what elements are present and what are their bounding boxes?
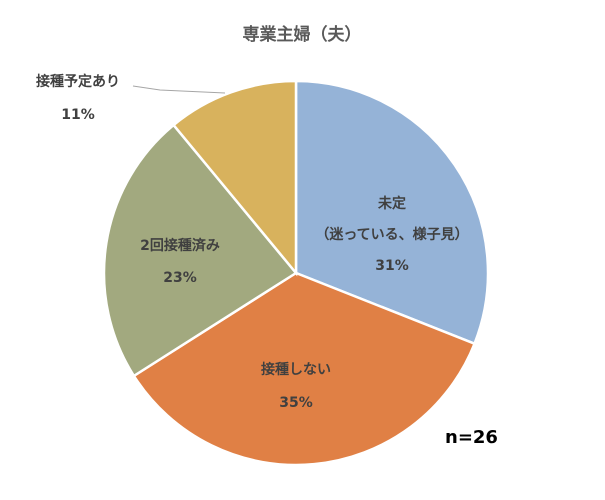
slice-value-label-0: 31% xyxy=(375,258,409,274)
slice-category-label-0: （迷っている、様子見） xyxy=(315,226,468,243)
pie-slice-1 xyxy=(132,271,477,467)
slice-labels: 未定 （迷っている、様子見） 31% 接種しない 35% 2回接種済み 23% 接種予定あり 1… xyxy=(36,73,469,411)
slice-value-label-3: 11% xyxy=(61,107,95,123)
slice-category-label-3: 接種予定あり xyxy=(36,73,120,90)
pie-slice-0 xyxy=(294,79,490,346)
slice-value-label-1: 35% xyxy=(279,395,313,411)
chart-title: 専業主婦（夫） xyxy=(243,24,362,45)
slice-category-label-1: 接種しない xyxy=(261,361,331,378)
pie-slices xyxy=(102,79,490,467)
slice-category-label-0: 未定 xyxy=(378,195,406,212)
pie-slice-2 xyxy=(102,123,298,378)
leader-line xyxy=(132,85,226,94)
slice-category-label-2: 2回接種済み xyxy=(140,237,220,254)
slice-value-label-2: 23% xyxy=(163,270,197,286)
pie-slice-3 xyxy=(171,79,298,277)
sample-size-note: n=26 xyxy=(445,427,498,448)
